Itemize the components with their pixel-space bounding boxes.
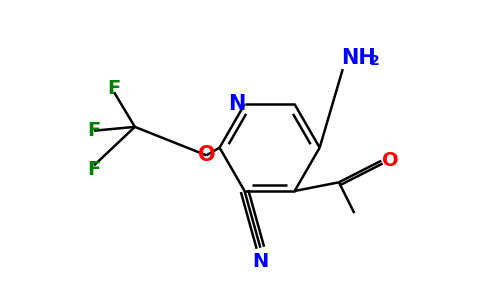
Text: NH: NH (341, 48, 376, 68)
Text: N: N (228, 94, 245, 114)
Text: N: N (252, 252, 269, 271)
Text: 2: 2 (370, 54, 380, 68)
Text: F: F (88, 160, 101, 179)
Text: O: O (382, 151, 399, 170)
Text: F: F (107, 79, 121, 98)
Text: F: F (88, 121, 101, 140)
Text: O: O (197, 146, 215, 165)
